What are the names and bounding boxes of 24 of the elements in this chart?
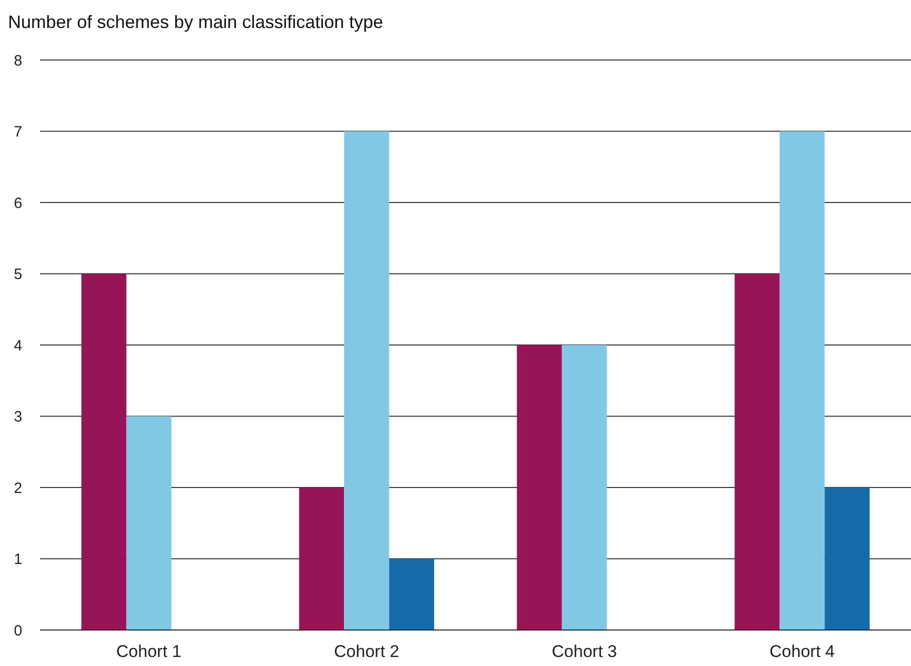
y-tick-label: 0 [14,622,22,640]
bar [299,488,344,630]
chart-title: Number of schemes by main classification type [8,12,384,32]
bar [780,131,825,630]
bar [824,488,870,630]
x-tick-label: Cohort 3 [552,642,617,661]
y-tick-label: 1 [14,551,22,568]
x-tick-label: Cohort 2 [334,642,400,661]
bar [344,131,390,630]
y-tick-label: 7 [14,124,22,140]
y-tick-label: 8 [14,52,22,70]
y-tick-label: 2 [14,480,22,497]
y-tick-label: 6 [14,194,22,212]
bar [734,274,780,630]
bar [126,416,172,630]
y-tick-label: 3 [14,408,22,426]
bar [389,558,434,630]
bar [562,345,607,630]
x-tick-label: Cohort 4 [770,642,835,661]
bar [516,345,562,630]
y-tick-label: 5 [14,266,22,283]
x-tick-label: Cohort 1 [116,642,182,661]
y-tick-label: 4 [14,337,22,354]
bar [81,274,126,630]
